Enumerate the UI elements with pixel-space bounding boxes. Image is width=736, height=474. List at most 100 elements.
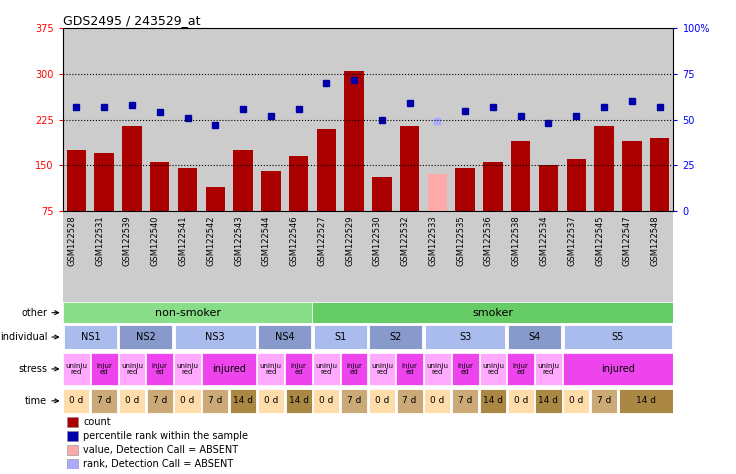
Text: GSM122548: GSM122548 — [651, 215, 659, 266]
Bar — [622, 141, 642, 211]
Bar — [63, 353, 90, 385]
Text: S2: S2 — [389, 332, 402, 342]
Bar — [539, 165, 558, 211]
Text: GSM122543: GSM122543 — [234, 215, 243, 266]
Text: GSM122541: GSM122541 — [179, 215, 188, 266]
Text: stress: stress — [18, 364, 47, 374]
Text: 0 d: 0 d — [125, 396, 139, 405]
Bar — [425, 325, 506, 349]
Text: GSM122534: GSM122534 — [539, 215, 548, 266]
Text: injured: injured — [601, 364, 635, 374]
Text: GSM122533: GSM122533 — [428, 215, 437, 266]
Text: 0 d: 0 d — [69, 396, 84, 405]
Text: GDS2495 / 243529_at: GDS2495 / 243529_at — [63, 14, 200, 27]
Bar — [567, 159, 586, 211]
Bar — [313, 302, 673, 323]
Text: 0 d: 0 d — [514, 396, 528, 405]
Bar — [286, 389, 311, 413]
Text: GSM122529: GSM122529 — [345, 215, 354, 266]
Text: uninju
red: uninju red — [426, 363, 448, 375]
Bar — [286, 353, 312, 385]
Bar — [314, 325, 367, 349]
Text: 7 d: 7 d — [208, 396, 222, 405]
Bar — [424, 353, 450, 385]
Text: GSM122527: GSM122527 — [317, 215, 326, 266]
Text: uninju
red: uninju red — [537, 363, 559, 375]
Bar — [452, 353, 478, 385]
Bar — [202, 389, 228, 413]
Bar — [452, 389, 478, 413]
Text: 14 d: 14 d — [289, 396, 308, 405]
Text: uninju
red: uninju red — [121, 363, 143, 375]
Bar — [314, 389, 339, 413]
Bar — [507, 353, 534, 385]
Text: 7 d: 7 d — [597, 396, 611, 405]
Bar — [67, 417, 78, 427]
Bar — [91, 353, 118, 385]
Text: GSM122538: GSM122538 — [512, 215, 521, 266]
Text: NS2: NS2 — [136, 332, 156, 342]
Text: count: count — [83, 417, 111, 427]
Bar — [146, 389, 173, 413]
Bar — [119, 325, 172, 349]
Text: GSM122532: GSM122532 — [400, 215, 410, 266]
Bar — [591, 389, 617, 413]
Bar — [508, 389, 534, 413]
Bar — [233, 150, 252, 211]
Text: GSM122528: GSM122528 — [68, 215, 77, 266]
Text: S5: S5 — [612, 332, 624, 342]
Text: other: other — [21, 308, 47, 318]
Text: NS4: NS4 — [275, 332, 294, 342]
Text: smoker: smoker — [473, 308, 514, 318]
Bar — [428, 174, 447, 211]
Text: GSM122546: GSM122546 — [289, 215, 299, 266]
Bar — [563, 389, 590, 413]
Text: uninju
red: uninju red — [315, 363, 337, 375]
Text: 7 d: 7 d — [458, 396, 473, 405]
Bar — [316, 129, 336, 211]
Text: injured: injured — [212, 364, 246, 374]
Text: 0 d: 0 d — [375, 396, 389, 405]
Text: S1: S1 — [334, 332, 347, 342]
Bar — [511, 141, 531, 211]
Text: S4: S4 — [528, 332, 541, 342]
Bar — [313, 353, 340, 385]
Bar — [344, 71, 364, 211]
Bar — [650, 138, 669, 211]
Text: 0 d: 0 d — [180, 396, 195, 405]
Bar — [425, 389, 450, 413]
Text: 0 d: 0 d — [263, 396, 278, 405]
Text: value, Detection Call = ABSENT: value, Detection Call = ABSENT — [83, 445, 238, 455]
Bar — [258, 353, 284, 385]
Text: uninju
red: uninju red — [482, 363, 504, 375]
Text: GSM122531: GSM122531 — [95, 215, 105, 266]
Bar — [509, 325, 561, 349]
Text: percentile rank within the sample: percentile rank within the sample — [83, 431, 248, 441]
Bar — [205, 187, 225, 211]
Bar — [258, 325, 311, 349]
Bar — [178, 168, 197, 211]
Bar — [67, 150, 86, 211]
Bar — [369, 389, 395, 413]
Bar — [456, 168, 475, 211]
Bar — [369, 325, 422, 349]
Text: GSM122536: GSM122536 — [484, 215, 493, 266]
Text: 14 d: 14 d — [233, 396, 253, 405]
Bar — [64, 325, 117, 349]
Text: NS3: NS3 — [205, 332, 225, 342]
Bar — [174, 389, 201, 413]
Bar — [480, 389, 506, 413]
Text: 0 d: 0 d — [319, 396, 333, 405]
Text: GSM122535: GSM122535 — [456, 215, 465, 266]
Text: rank, Detection Call = ABSENT: rank, Detection Call = ABSENT — [83, 459, 233, 469]
Bar — [563, 353, 673, 385]
Text: 14 d: 14 d — [539, 396, 559, 405]
Bar — [146, 353, 173, 385]
Bar — [619, 389, 673, 413]
Bar — [150, 162, 169, 211]
Bar — [67, 431, 78, 441]
Bar — [174, 353, 201, 385]
Text: GSM122539: GSM122539 — [123, 215, 132, 266]
Bar — [372, 177, 392, 211]
Bar — [289, 156, 308, 211]
